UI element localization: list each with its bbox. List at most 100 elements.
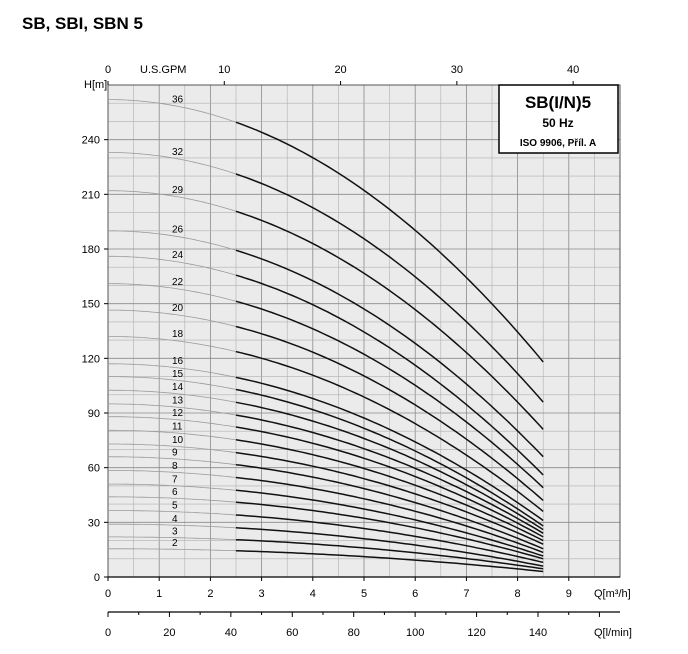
curve-8 (235, 476, 544, 554)
curve-10-low-flow (108, 443, 237, 453)
x-tick-label: 7 (463, 588, 469, 600)
x-tick-label: 1 (156, 588, 162, 600)
curve-label-24: 24 (172, 250, 184, 261)
curve-label-7: 7 (172, 475, 178, 486)
lmin-tick-label: 60 (286, 627, 298, 639)
curve-label-22: 22 (172, 277, 184, 288)
curve-14-low-flow (108, 389, 237, 403)
curve-22 (235, 300, 544, 489)
curve-20 (235, 325, 544, 502)
curve-32-low-flow (108, 152, 237, 175)
curve-label-32: 32 (172, 147, 184, 158)
curve-13 (235, 414, 544, 534)
curve-label-11: 11 (172, 422, 183, 433)
curve-15 (235, 388, 544, 527)
curve-label-13: 13 (172, 396, 184, 407)
x-tick-label: 6 (412, 588, 418, 600)
curve-label-16: 16 (172, 356, 184, 367)
legend-frequency: 50 Hz (542, 116, 573, 130)
lmin-tick-label: 0 (105, 627, 111, 639)
x-axis-label-m3h: Q[m³/h] (594, 588, 631, 600)
lmin-tick-label: 80 (348, 627, 360, 639)
curve-16-low-flow (108, 363, 237, 378)
top-tick-label: 0 (105, 64, 111, 76)
curve-6 (235, 501, 544, 560)
curve-24-low-flow (108, 255, 237, 276)
curve-label-6: 6 (172, 487, 178, 498)
curve-7-low-flow (108, 483, 237, 491)
y-axis-label: H[m] (84, 79, 107, 91)
curve-20-low-flow (107, 309, 237, 327)
curve-29 (235, 210, 544, 430)
curve-22-low-flow (108, 283, 237, 302)
x-tick-label: 4 (310, 588, 316, 600)
grid (107, 84, 621, 578)
curve-11-low-flow (108, 429, 237, 441)
curve-15-low-flow (108, 376, 237, 390)
curve-4 (235, 527, 544, 567)
y-tick-label: 180 (82, 244, 100, 256)
legend-box: SB(I/N)5 50 Hz ISO 9906, Příl. A (498, 84, 619, 154)
curve-3 (235, 538, 544, 570)
x-tick-label: 2 (207, 588, 213, 600)
y-tick-label: 240 (82, 135, 100, 147)
curve-label-29: 29 (172, 185, 184, 196)
curve-12 (235, 426, 544, 538)
top-axis-label: U.S.GPM (140, 64, 186, 76)
x-tick-label: 0 (105, 588, 111, 600)
curve-7 (235, 489, 544, 557)
x-tick-label: 3 (259, 588, 265, 600)
curve-label-5: 5 (172, 501, 178, 512)
x-tick-label: 5 (361, 588, 367, 600)
curve-label-8: 8 (172, 461, 178, 472)
lmin-tick-label: 120 (467, 627, 485, 639)
curve-label-18: 18 (172, 329, 184, 340)
y-tick-label: 210 (82, 189, 100, 201)
lmin-tick-label: 20 (163, 627, 175, 639)
curve-label-2: 2 (172, 538, 178, 549)
top-tick-label: 10 (218, 64, 230, 76)
curve-26-low-flow (108, 230, 237, 251)
curve-label-14: 14 (172, 382, 184, 393)
page-title: SB, SBI, SBN 5 (22, 14, 143, 33)
y-tick-label: 60 (88, 463, 100, 475)
curve-label-20: 20 (172, 303, 184, 314)
y-tick-label: 90 (88, 408, 100, 420)
curve-18 (235, 350, 544, 512)
curve-36-low-flow (108, 99, 237, 123)
legend-standard: ISO 9906, Příl. A (520, 138, 596, 149)
curve-label-3: 3 (172, 527, 178, 538)
top-tick-label: 40 (567, 64, 579, 76)
curve-24 (235, 274, 544, 476)
curve-18-low-flow (108, 336, 237, 352)
y-tick-label: 0 (94, 572, 100, 584)
curve-label-10: 10 (172, 435, 184, 446)
legend-title: SB(I/N)5 (525, 93, 591, 112)
legend-box-frame (498, 84, 619, 154)
curve-26 (235, 249, 544, 458)
lmin-tick-label: 140 (529, 627, 547, 639)
curve-32 (235, 173, 544, 403)
curve-11 (235, 439, 544, 542)
curve-9-low-flow (108, 456, 237, 466)
curve-label-15: 15 (172, 369, 184, 380)
curve-5 (235, 514, 544, 564)
y-tick-label: 150 (82, 299, 100, 311)
curve-29-low-flow (108, 190, 237, 212)
curve-label-26: 26 (172, 225, 184, 236)
curve-label-4: 4 (172, 514, 178, 525)
curve-label-12: 12 (172, 408, 184, 419)
curves (107, 99, 544, 573)
curve-36 (235, 121, 544, 363)
curve-8-low-flow (108, 470, 237, 478)
curve-12-low-flow (107, 416, 237, 428)
curve-label-36: 36 (172, 94, 184, 105)
lmin-tick-label: 100 (406, 627, 424, 639)
curve-14 (235, 401, 544, 531)
x-tick-label: 8 (515, 588, 521, 600)
lmin-tick-label: 40 (225, 627, 237, 639)
curve-16 (235, 376, 544, 522)
top-tick-label: 30 (451, 64, 463, 76)
